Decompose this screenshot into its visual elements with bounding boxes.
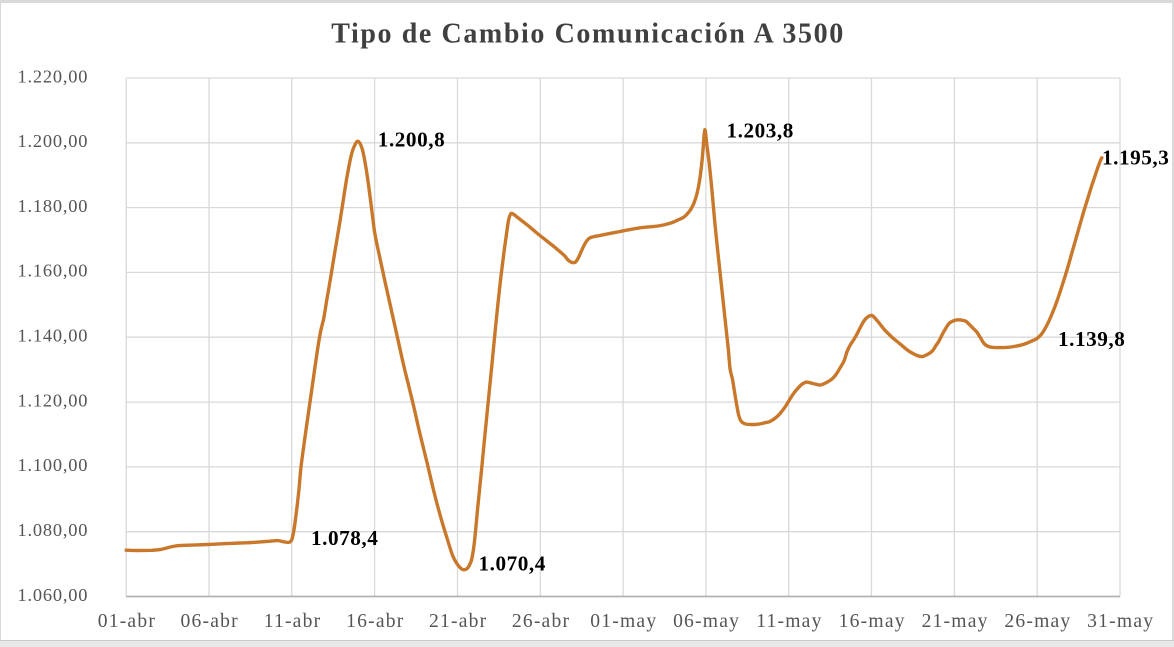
svg-text:31-may: 31-may	[1087, 611, 1154, 632]
svg-text:1.200,00: 1.200,00	[18, 131, 89, 151]
svg-text:26-may: 26-may	[1004, 611, 1071, 632]
svg-text:01-may: 01-may	[590, 611, 657, 632]
svg-text:06-abr: 06-abr	[181, 611, 239, 632]
svg-text:16-abr: 16-abr	[346, 611, 404, 632]
svg-text:1.120,00: 1.120,00	[18, 390, 89, 410]
svg-text:21-may: 21-may	[922, 611, 989, 632]
svg-text:1.080,00: 1.080,00	[18, 520, 89, 540]
svg-text:1.195,3: 1.195,3	[1102, 146, 1169, 170]
svg-text:1.070,4: 1.070,4	[479, 551, 546, 575]
svg-text:11-may: 11-may	[756, 611, 822, 632]
svg-text:1.140,00: 1.140,00	[18, 326, 89, 346]
svg-text:1.220,00: 1.220,00	[18, 66, 89, 86]
svg-text:1.139,8: 1.139,8	[1058, 327, 1125, 351]
svg-text:1.180,00: 1.180,00	[18, 196, 89, 216]
svg-text:Tipo de Cambio Comunicación A: Tipo de Cambio Comunicación A 3500	[331, 18, 845, 49]
svg-text:1.100,00: 1.100,00	[18, 455, 89, 475]
svg-text:16-may: 16-may	[839, 611, 906, 632]
svg-text:21-abr: 21-abr	[429, 611, 487, 632]
svg-text:06-may: 06-may	[673, 611, 740, 632]
svg-text:01-abr: 01-abr	[98, 611, 156, 632]
svg-text:11-abr: 11-abr	[264, 611, 322, 632]
svg-text:1.200,8: 1.200,8	[378, 127, 445, 151]
svg-text:1.078,4: 1.078,4	[311, 526, 378, 550]
svg-text:1.160,00: 1.160,00	[18, 261, 89, 281]
svg-text:26-abr: 26-abr	[512, 611, 570, 632]
svg-text:1.203,8: 1.203,8	[727, 119, 794, 143]
svg-text:1.060,00: 1.060,00	[18, 585, 89, 605]
